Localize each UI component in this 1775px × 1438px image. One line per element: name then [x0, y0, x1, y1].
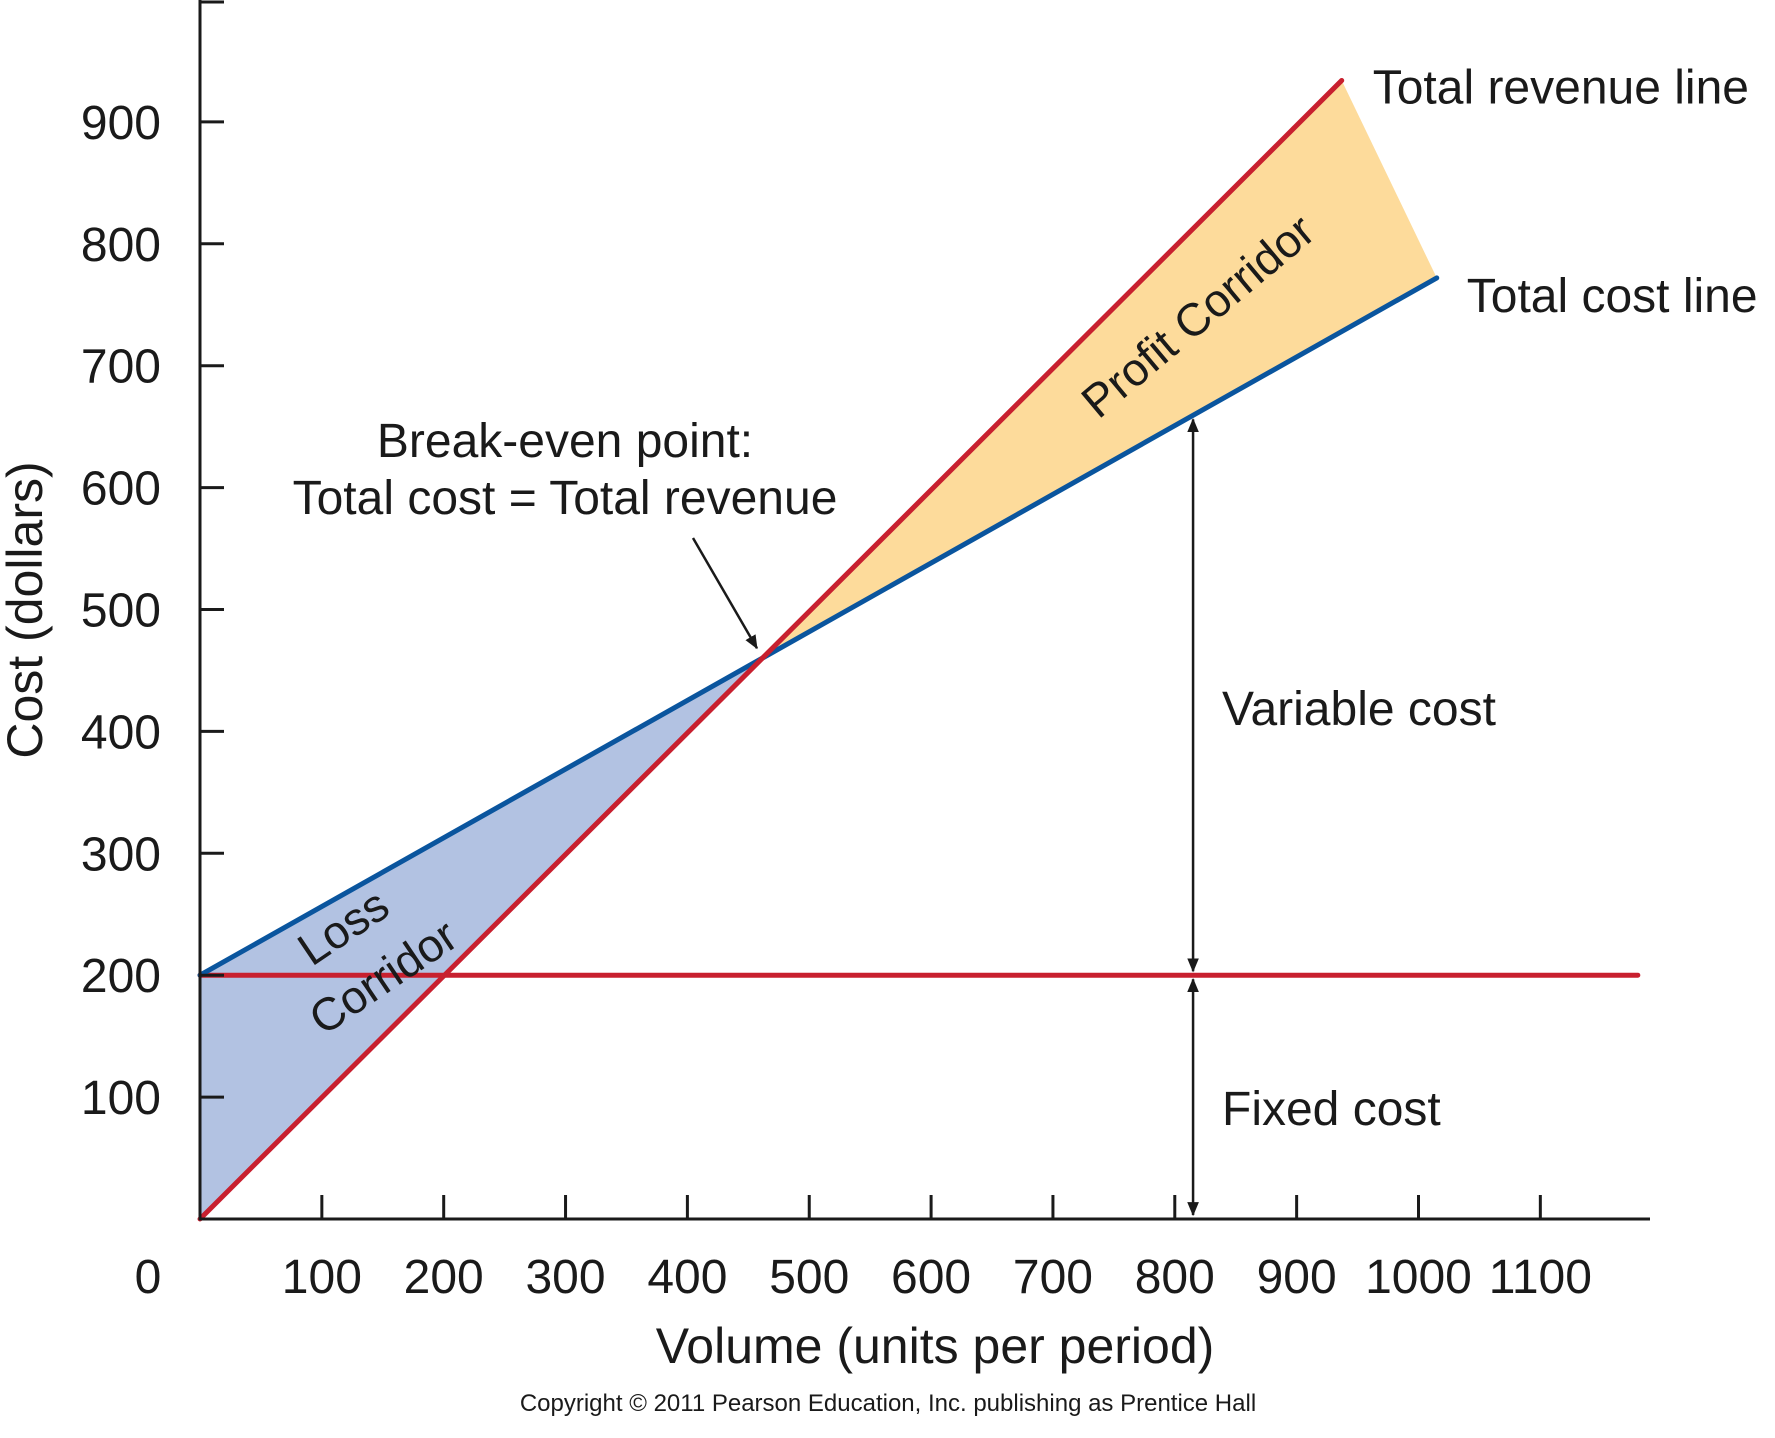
y-tick-label: 700 [81, 341, 161, 394]
x-tick-label: 500 [769, 1251, 849, 1304]
x-tick-label: 0 [135, 1251, 162, 1304]
y-tick-label: 200 [81, 950, 161, 1003]
x-tick-label: 1100 [1489, 1251, 1592, 1304]
copyright-notice: Copyright © 2011 Pearson Education, Inc.… [520, 1390, 1256, 1417]
series-lines [197, 77, 1641, 1222]
variable-cost-label: Variable cost [1222, 683, 1496, 736]
y-tick-label: 500 [81, 585, 161, 638]
y-tick-label: 100 [81, 1072, 161, 1125]
total-cost-line-label: Total cost line [1467, 270, 1758, 323]
y-tick-label: 800 [81, 219, 161, 272]
x-tick-label: 300 [525, 1251, 605, 1304]
fixed-cost-label: Fixed cost [1222, 1083, 1441, 1136]
y-tick-label: 900 [81, 97, 161, 150]
annotations: Total revenue line Total cost line Break-e… [288, 61, 1758, 1217]
y-tick-label: 300 [81, 828, 161, 881]
axes [198, 0, 1650, 1221]
x-tick-label: 200 [404, 1251, 484, 1304]
tick-labels: 0 100 200 300 400 500 600 700 800 900 1000 1100 100 2… [81, 97, 1592, 1304]
total-revenue-line-label: Total revenue line [1373, 61, 1749, 114]
total-cost-line [197, 275, 1440, 978]
x-tick-label: 900 [1257, 1251, 1337, 1304]
profit-corridor-region [762, 80, 1437, 659]
y-axis-title: Cost (dollars) [0, 461, 53, 758]
x-tick-label: 1000 [1365, 1251, 1472, 1304]
break-even-arrow [691, 537, 759, 650]
x-tick-label: 800 [1135, 1251, 1215, 1304]
break-even-label-line1: Break-even point: [377, 415, 753, 468]
total-revenue-line [197, 77, 1345, 1222]
x-tick-label: 100 [282, 1251, 362, 1304]
y-tick-label: 600 [81, 463, 161, 516]
x-tick-label: 700 [1013, 1251, 1093, 1304]
x-tick-label: 400 [647, 1251, 727, 1304]
break-even-label-line2: Total cost = Total revenue [293, 472, 838, 525]
x-axis-title: Volume (units per period) [656, 1318, 1215, 1374]
x-tick-label: 600 [891, 1251, 971, 1304]
y-tick-label: 400 [81, 706, 161, 759]
